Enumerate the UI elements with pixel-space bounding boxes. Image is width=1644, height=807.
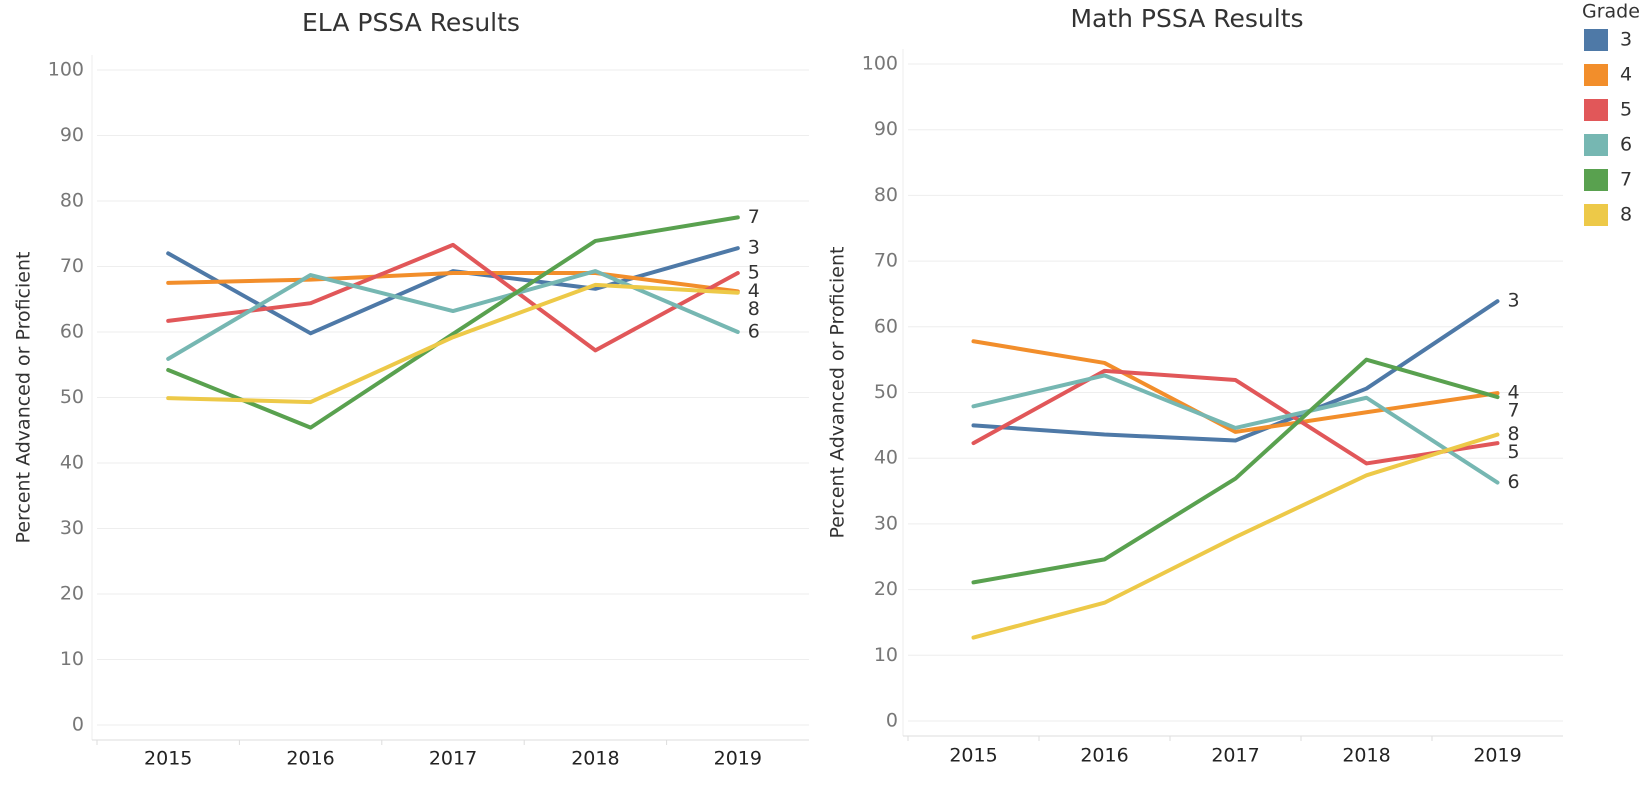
- y-tick-label: 30: [874, 512, 898, 534]
- end-label: 4: [1508, 382, 1520, 404]
- y-tick-label: 0: [886, 710, 898, 732]
- end-label: 6: [1508, 471, 1520, 493]
- legend-label: 4: [1620, 64, 1632, 86]
- y-tick-label: 60: [874, 315, 898, 337]
- series-line: [971, 339, 1500, 434]
- y-tick-label: 60: [60, 321, 84, 343]
- y-tick-label: 40: [60, 452, 84, 474]
- legend-label: 3: [1620, 29, 1632, 51]
- end-label: 5: [1508, 441, 1520, 463]
- legend-label: 5: [1620, 99, 1632, 121]
- end-label: 7: [1508, 400, 1520, 422]
- x-tick-label: 2019: [1473, 745, 1521, 767]
- end-label: 8: [748, 298, 760, 320]
- legend-swatch: [1584, 134, 1608, 156]
- y-tick-label: 70: [60, 255, 84, 277]
- y-tick-label: 10: [874, 644, 898, 666]
- x-tick-label: 2016: [286, 748, 334, 770]
- x-tick-label: 2019: [714, 748, 762, 770]
- x-tick-label: 2017: [429, 748, 477, 770]
- y-tick-label: 70: [874, 250, 898, 272]
- y-tick-label: 20: [60, 583, 84, 605]
- y-tick-label: 50: [60, 386, 84, 408]
- series-line: [971, 373, 1500, 485]
- legend-label: 8: [1620, 204, 1632, 226]
- end-label: 3: [1508, 290, 1520, 312]
- series-line: [166, 242, 740, 353]
- y-tick-label: 50: [874, 381, 898, 403]
- x-tick-label: 2015: [949, 745, 997, 767]
- legend-swatch: [1584, 99, 1608, 121]
- series-line: [971, 299, 1500, 443]
- x-tick-label: 2017: [1211, 745, 1259, 767]
- y-tick-label: 80: [60, 190, 84, 212]
- y-tick-label: 90: [60, 124, 84, 146]
- end-label: 6: [748, 321, 760, 343]
- y-tick-label: 80: [874, 184, 898, 206]
- y-tick-label: 20: [874, 578, 898, 600]
- series-line: [971, 432, 1500, 640]
- legend-label: 6: [1620, 134, 1632, 156]
- end-label: 8: [1508, 423, 1520, 445]
- series-line: [166, 215, 740, 430]
- legend-swatch: [1584, 29, 1608, 51]
- legend-swatch: [1584, 169, 1608, 191]
- y-tick-label: 100: [48, 59, 84, 81]
- legend-swatch: [1584, 64, 1608, 86]
- y-tick-label: 40: [874, 447, 898, 469]
- series-line: [166, 282, 740, 405]
- chart-title: ELA PSSA Results: [302, 8, 520, 37]
- end-label: 7: [748, 206, 760, 228]
- y-axis-label: Percent Advanced or Proficient: [13, 252, 35, 544]
- y-tick-label: 90: [874, 118, 898, 140]
- series-line: [971, 368, 1500, 466]
- y-tick-label: 10: [60, 648, 84, 670]
- end-label: 5: [748, 262, 760, 284]
- end-label: 3: [748, 237, 760, 259]
- y-tick-label: 30: [60, 517, 84, 539]
- y-tick-label: 0: [72, 714, 84, 736]
- legend-label: 7: [1620, 169, 1632, 191]
- series-line: [166, 269, 740, 361]
- legend-title: Grade: [1582, 1, 1640, 23]
- legend-swatch: [1584, 204, 1608, 226]
- series-line: [971, 357, 1500, 585]
- x-tick-label: 2018: [1342, 745, 1390, 767]
- y-tick-label: 100: [862, 53, 898, 75]
- chart-title: Math PSSA Results: [1070, 4, 1303, 33]
- x-tick-label: 2018: [571, 748, 619, 770]
- y-axis-label: Percent Advanced or Proficient: [827, 247, 849, 539]
- x-tick-label: 2016: [1080, 745, 1128, 767]
- series-line: [166, 271, 740, 294]
- x-tick-label: 2015: [144, 748, 192, 770]
- end-label: 4: [748, 280, 760, 302]
